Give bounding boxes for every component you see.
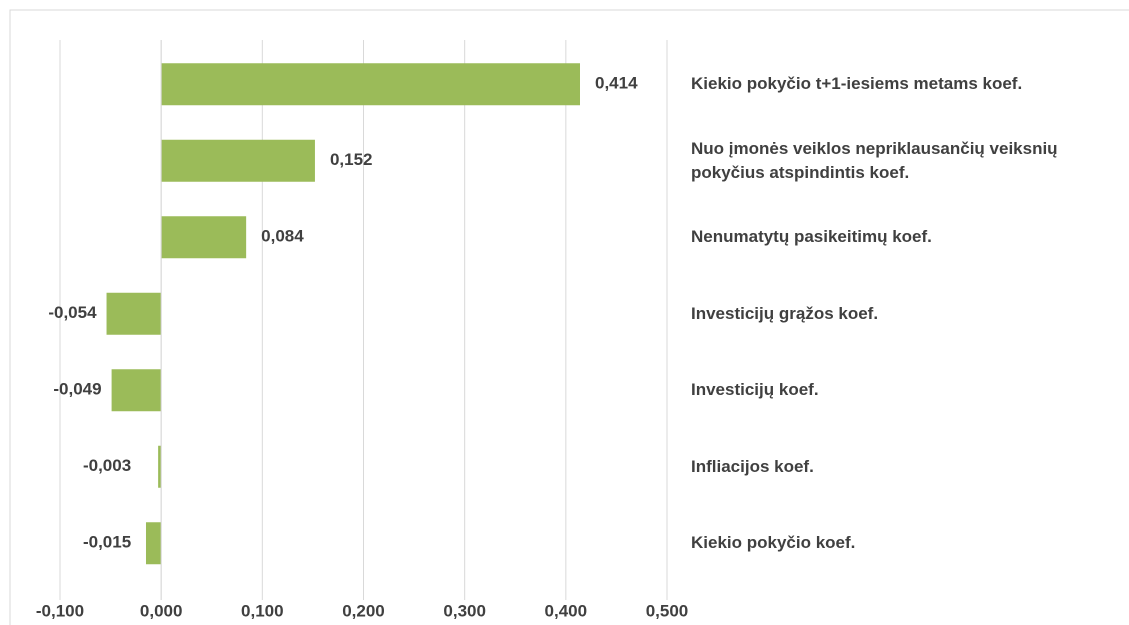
x-tick-label: 0,000: [140, 601, 183, 620]
bar: [161, 216, 247, 259]
category-label: Infliacijos koef.: [691, 456, 814, 476]
bar: [161, 63, 580, 106]
bar: [158, 445, 162, 488]
data-label: 0,084: [261, 227, 304, 246]
x-tick-label: 0,500: [646, 601, 689, 620]
bar: [145, 522, 162, 565]
x-tick-label: 0,300: [443, 601, 486, 620]
category-label: Nuo įmonės veiklos nepriklausančių veiks…: [691, 138, 1058, 182]
category-label: Nenumatytų pasikeitimų koef.: [691, 227, 932, 247]
bar: [106, 292, 162, 335]
category-label: Investicijų grąžos koef.: [691, 303, 879, 323]
data-label: -0,049: [53, 380, 101, 399]
category-label: Investicijų koef.: [691, 380, 819, 400]
x-tick-label: 0,100: [241, 601, 284, 620]
bar: [161, 139, 315, 182]
x-tick-label: -0,100: [36, 601, 84, 620]
category-label: Kiekio pokyčio t+1-iesiems metams koef.: [691, 74, 1023, 94]
chart-border: [9, 9, 1129, 625]
x-tick-label: 0,400: [545, 601, 588, 620]
data-label: -0,054: [48, 303, 97, 322]
data-label: 0,152: [330, 150, 373, 169]
bar: [111, 369, 162, 412]
x-tick-label: 0,200: [342, 601, 385, 620]
data-label: -0,015: [83, 533, 131, 552]
data-label: 0,414: [595, 74, 638, 93]
category-label: Kiekio pokyčio koef.: [691, 533, 856, 553]
data-label: -0,003: [83, 456, 131, 475]
